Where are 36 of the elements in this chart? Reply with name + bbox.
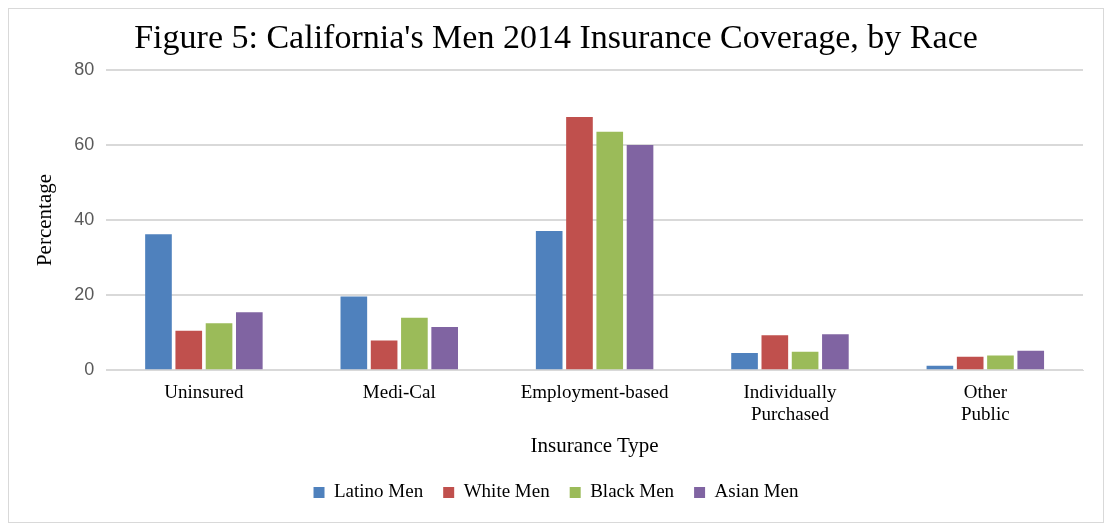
bar (535, 230, 563, 370)
x-tick-label: Uninsured (164, 380, 244, 402)
bar (431, 327, 458, 370)
y-tick-label: 20 (74, 284, 95, 305)
x-tick-label: Other Public (961, 380, 1010, 425)
legend-label: Latino Men (334, 480, 424, 502)
bar (401, 317, 428, 370)
bar (987, 355, 1014, 370)
legend-label: White Men (463, 480, 551, 502)
bar (822, 334, 849, 370)
bar (1017, 350, 1045, 370)
bar (626, 144, 654, 370)
x-tick-label: Medi-Cal (362, 380, 436, 402)
y-tick-label: 80 (74, 58, 95, 79)
legend-label: Asian Men (714, 480, 799, 502)
legend-label: Black Men (590, 480, 675, 502)
chart-title: Figure 5: California's Men 2014 Insurance Coverage, by Race (134, 18, 978, 56)
bar (145, 234, 172, 370)
y-tick-label: 40 (74, 208, 95, 229)
bar (731, 352, 758, 370)
bar (175, 330, 203, 370)
bar (236, 312, 263, 370)
bar (791, 351, 819, 370)
bar (370, 340, 398, 370)
bar (956, 356, 984, 370)
y-axis-title: Percentage (32, 173, 57, 267)
x-tick-label: Employment-based (520, 380, 669, 402)
bar (761, 335, 789, 370)
y-tick-label: 60 (74, 133, 95, 154)
bar (566, 117, 593, 370)
bar (596, 131, 624, 370)
bar (205, 323, 233, 370)
x-tick-label: Individually Purchased (743, 380, 837, 425)
bar (340, 296, 368, 370)
y-tick-label: 0 (84, 359, 95, 380)
x-axis-title: Insurance Type (530, 432, 659, 457)
